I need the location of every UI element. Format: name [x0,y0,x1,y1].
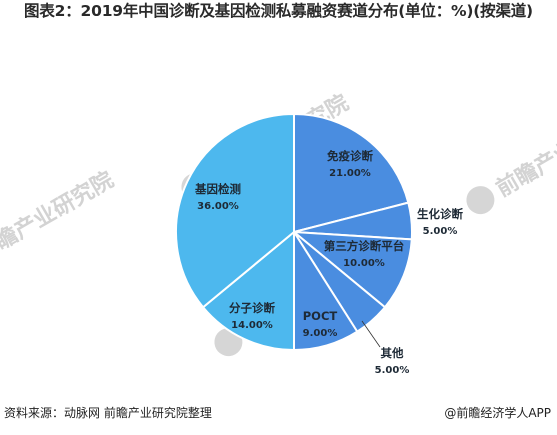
svg-text:前瞻产业研究院: 前瞻产业研究院 [492,103,557,203]
slice-value: 9.00% [303,328,338,339]
leader-lines [361,320,381,348]
pie-slices [175,112,414,352]
slice-labels: 免疫诊断 21.00% 生化诊断 5.00% 第三方诊断平台 10.00% 其他 5.00% P… [194,149,463,376]
pie-slice-3 [290,230,413,309]
slice-value: 36.00% [197,201,239,212]
slice-label: 生化诊断 [417,207,463,221]
pie-slice-6 [201,229,295,352]
slice-value: 5.00% [375,365,410,376]
brand-credit: @前瞻经济学人APP [444,406,551,420]
leader-line [361,320,381,348]
slice-label: 第三方诊断平台 [324,239,405,253]
watermark: 前瞻产业研究院 [0,167,118,267]
slice-label: 基因检测 [194,182,241,196]
slice-label: 其他 [381,346,404,360]
slice-label: 分子诊断 [229,301,275,315]
slice-label: 免疫诊断 [327,149,373,163]
pie-slice-7 [175,112,295,309]
svg-text:前瞻产业研究院: 前瞻产业研究院 [0,167,118,267]
slice-value: 21.00% [329,168,371,179]
slice-value: 14.00% [231,320,273,331]
slice-label: POCT [303,309,338,323]
watermark: 前瞻产业研究院 [466,103,557,215]
source-note: 资料来源：动脉网 前瞻产业研究院整理 [4,406,212,420]
chart-title: 图表2：2019年中国诊断及基因检测私募融资赛道分布(单位：%)(按渠道) [24,2,533,20]
pie-slice-1 [293,112,410,234]
slice-value: 10.00% [343,258,385,269]
slice-value: 5.00% [423,226,458,237]
